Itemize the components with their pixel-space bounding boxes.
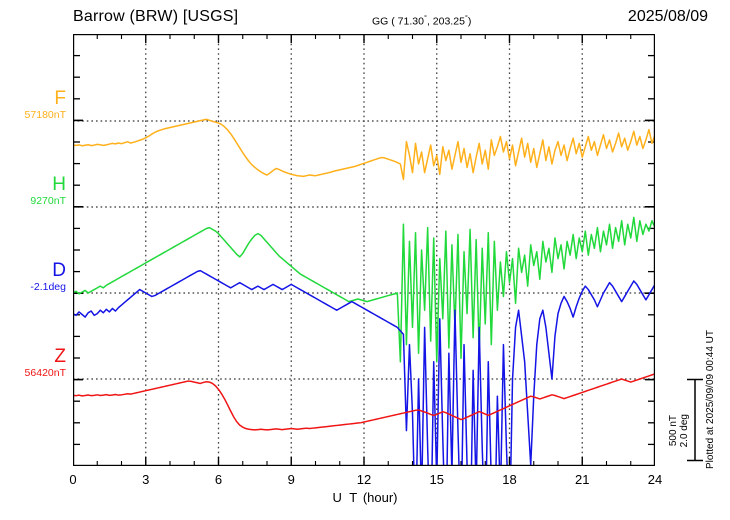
trace-label-H: H 9270nT <box>4 175 66 207</box>
plot-frame <box>73 34 655 466</box>
x-tick-label-21: 21 <box>575 472 590 487</box>
scale-bar <box>687 378 703 462</box>
trace-baseline-value-H: 9270nT <box>30 195 66 207</box>
trace-symbol-F: F <box>54 88 66 109</box>
trace-symbol-D: D <box>52 260 66 281</box>
magnetogram-plot <box>73 34 655 466</box>
trace-baseline-value-Z: 56420nT <box>24 367 66 379</box>
x-tick-label-15: 15 <box>429 472 444 487</box>
baseline-group <box>73 120 655 380</box>
degree-symbol-lon: ° <box>464 13 468 22</box>
geo-mid: , 203.25 <box>426 15 465 28</box>
trace-H <box>73 216 655 363</box>
x-tick-label-18: 18 <box>502 472 517 487</box>
grid-lines-group <box>145 34 583 466</box>
x-tick-label-3: 3 <box>142 472 150 487</box>
trace-symbol-Z: Z <box>54 346 66 367</box>
x-axis-title-unit: (hour) <box>362 490 398 505</box>
trace-baseline-value-F: 57180nT <box>24 109 66 121</box>
trace-group <box>73 118 655 466</box>
trace-baseline-value-D: -2.1deg <box>30 281 66 293</box>
observation-date: 2025/08/09 <box>627 8 708 25</box>
trace-symbol-H: H <box>52 174 66 195</box>
trace-label-F: F 57180nT <box>4 89 66 121</box>
plotted-at-text: Plotted at 2025/09/09 00:44 UT <box>705 330 716 469</box>
page-title: Barrow (BRW) [USGS] <box>73 8 239 25</box>
x-tick-label-9: 9 <box>287 472 295 487</box>
scale-bar-caption: 500 nT 2.0 deg <box>668 390 690 472</box>
trace-label-D: D -2.1deg <box>4 261 66 293</box>
x-tick-label-24: 24 <box>647 472 663 487</box>
x-axis-title: U T (hour) <box>0 490 730 505</box>
scale-deg-label: 2.0 deg <box>678 414 690 448</box>
trace-D <box>73 269 655 466</box>
trace-label-Z: Z 56420nT <box>4 347 66 379</box>
x-tick-label-0: 0 <box>69 472 77 487</box>
trace-F <box>73 118 655 181</box>
degree-symbol-lat: ° <box>423 13 427 22</box>
scale-nt-label: 500 nT <box>668 415 679 447</box>
trace-Z <box>73 373 655 431</box>
x-axis-title-ut: U T <box>332 490 360 505</box>
geo-suffix: ) <box>467 15 472 28</box>
plot-svg <box>73 34 655 466</box>
geo-prefix: GG ( 71.30 <box>372 15 424 28</box>
geographic-coordinates: GG ( 71.30°, 203.25°) <box>372 13 471 28</box>
x-tick-label-12: 12 <box>356 472 372 487</box>
plotted-at-timestamp: Plotted at 2025/09/09 00:44 UT <box>705 330 717 469</box>
x-tick-label-6: 6 <box>214 472 223 487</box>
